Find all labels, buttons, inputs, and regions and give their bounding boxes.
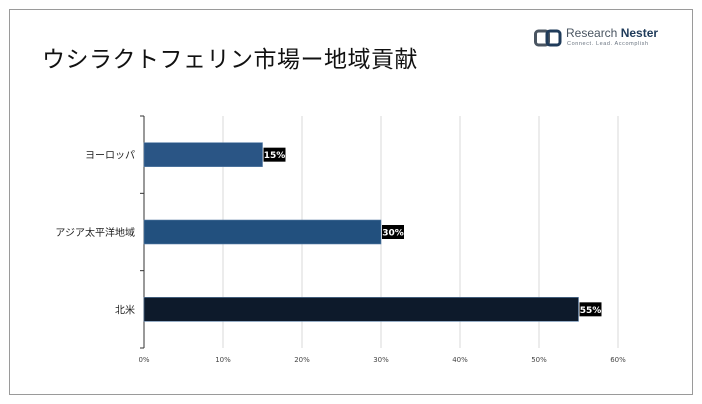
- x-tick-label: 60%: [610, 356, 626, 364]
- research-nester-logo-icon: [534, 29, 562, 47]
- data-label-background: [263, 147, 286, 162]
- chart-frame: [9, 9, 693, 395]
- x-tick-label: 40%: [452, 356, 468, 364]
- bar: [143, 142, 263, 167]
- logo-name-bold: Nester: [620, 26, 659, 40]
- x-tick-label: 50%: [531, 356, 547, 364]
- x-tick-label: 20%: [294, 356, 310, 364]
- data-label-background: [579, 302, 602, 317]
- brand-logo: Research Nester Connect. Lead. Accomplis…: [534, 26, 664, 52]
- data-label: 15%: [264, 151, 286, 161]
- bar: [143, 219, 382, 245]
- data-label: 55%: [580, 306, 602, 316]
- data-label-background: [382, 225, 404, 239]
- category-label: ヨーロッパ: [85, 150, 135, 162]
- x-tick-label: 10%: [215, 356, 231, 364]
- page-title: ウシラクトフェリン市場ー地域貢献: [42, 47, 418, 73]
- logo-name-light: Research: [566, 26, 621, 40]
- logo-tagline: Connect. Lead. Accomplish: [567, 41, 649, 47]
- logo-name: Research Nester: [566, 26, 658, 40]
- bar: [143, 297, 579, 322]
- x-tick-label: 30%: [373, 356, 389, 364]
- category-label: 北米: [115, 303, 135, 316]
- category-label: アジア太平洋地域: [55, 226, 135, 239]
- data-label: 30%: [382, 229, 404, 239]
- x-tick-label: 0%: [138, 356, 149, 364]
